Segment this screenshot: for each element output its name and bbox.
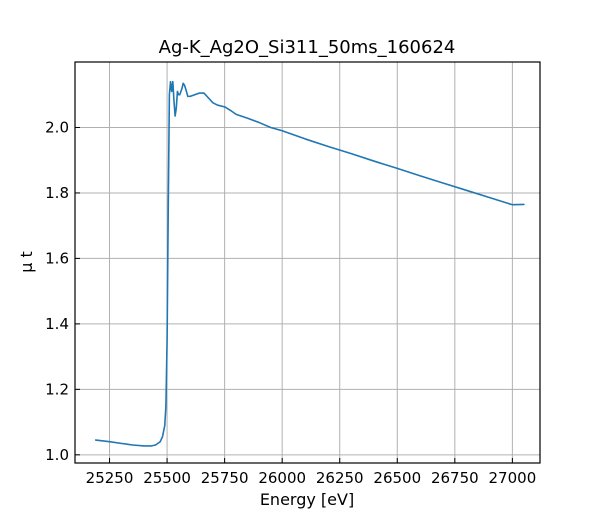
series-layer: [94, 80, 525, 447]
x-axis-label: Energy [eV]: [260, 490, 354, 509]
x-tick-label: 25250: [86, 469, 134, 487]
tick-layer: 25250 25500 25750 26000 26250 26500 26750 27000…: [45, 118, 536, 487]
y-tick-label: 1.2: [45, 380, 69, 398]
series-line: [94, 80, 525, 447]
y-tick-label: 1.6: [45, 249, 69, 267]
x-tick-label: 26750: [431, 469, 479, 487]
y-tick-label: 2.0: [45, 118, 69, 136]
x-tick-label: 25750: [201, 469, 249, 487]
x-tick-label: 26250: [316, 469, 364, 487]
plot-frame: [74, 61, 541, 464]
chart-title: Ag-K_Ag2O_Si311_50ms_160624: [159, 37, 456, 58]
x-tick-label: 25500: [143, 469, 191, 487]
y-tick-label: 1.4: [45, 315, 69, 333]
y-axis-label: μ t: [17, 251, 36, 273]
y-tick-label: 1.8: [45, 184, 69, 202]
x-tick-label: 26000: [258, 469, 306, 487]
x-tick-label: 26500: [373, 469, 421, 487]
x-tick-label: 27000: [489, 469, 537, 487]
y-tick-label: 1.0: [45, 446, 69, 464]
grid-layer: [75, 62, 540, 463]
